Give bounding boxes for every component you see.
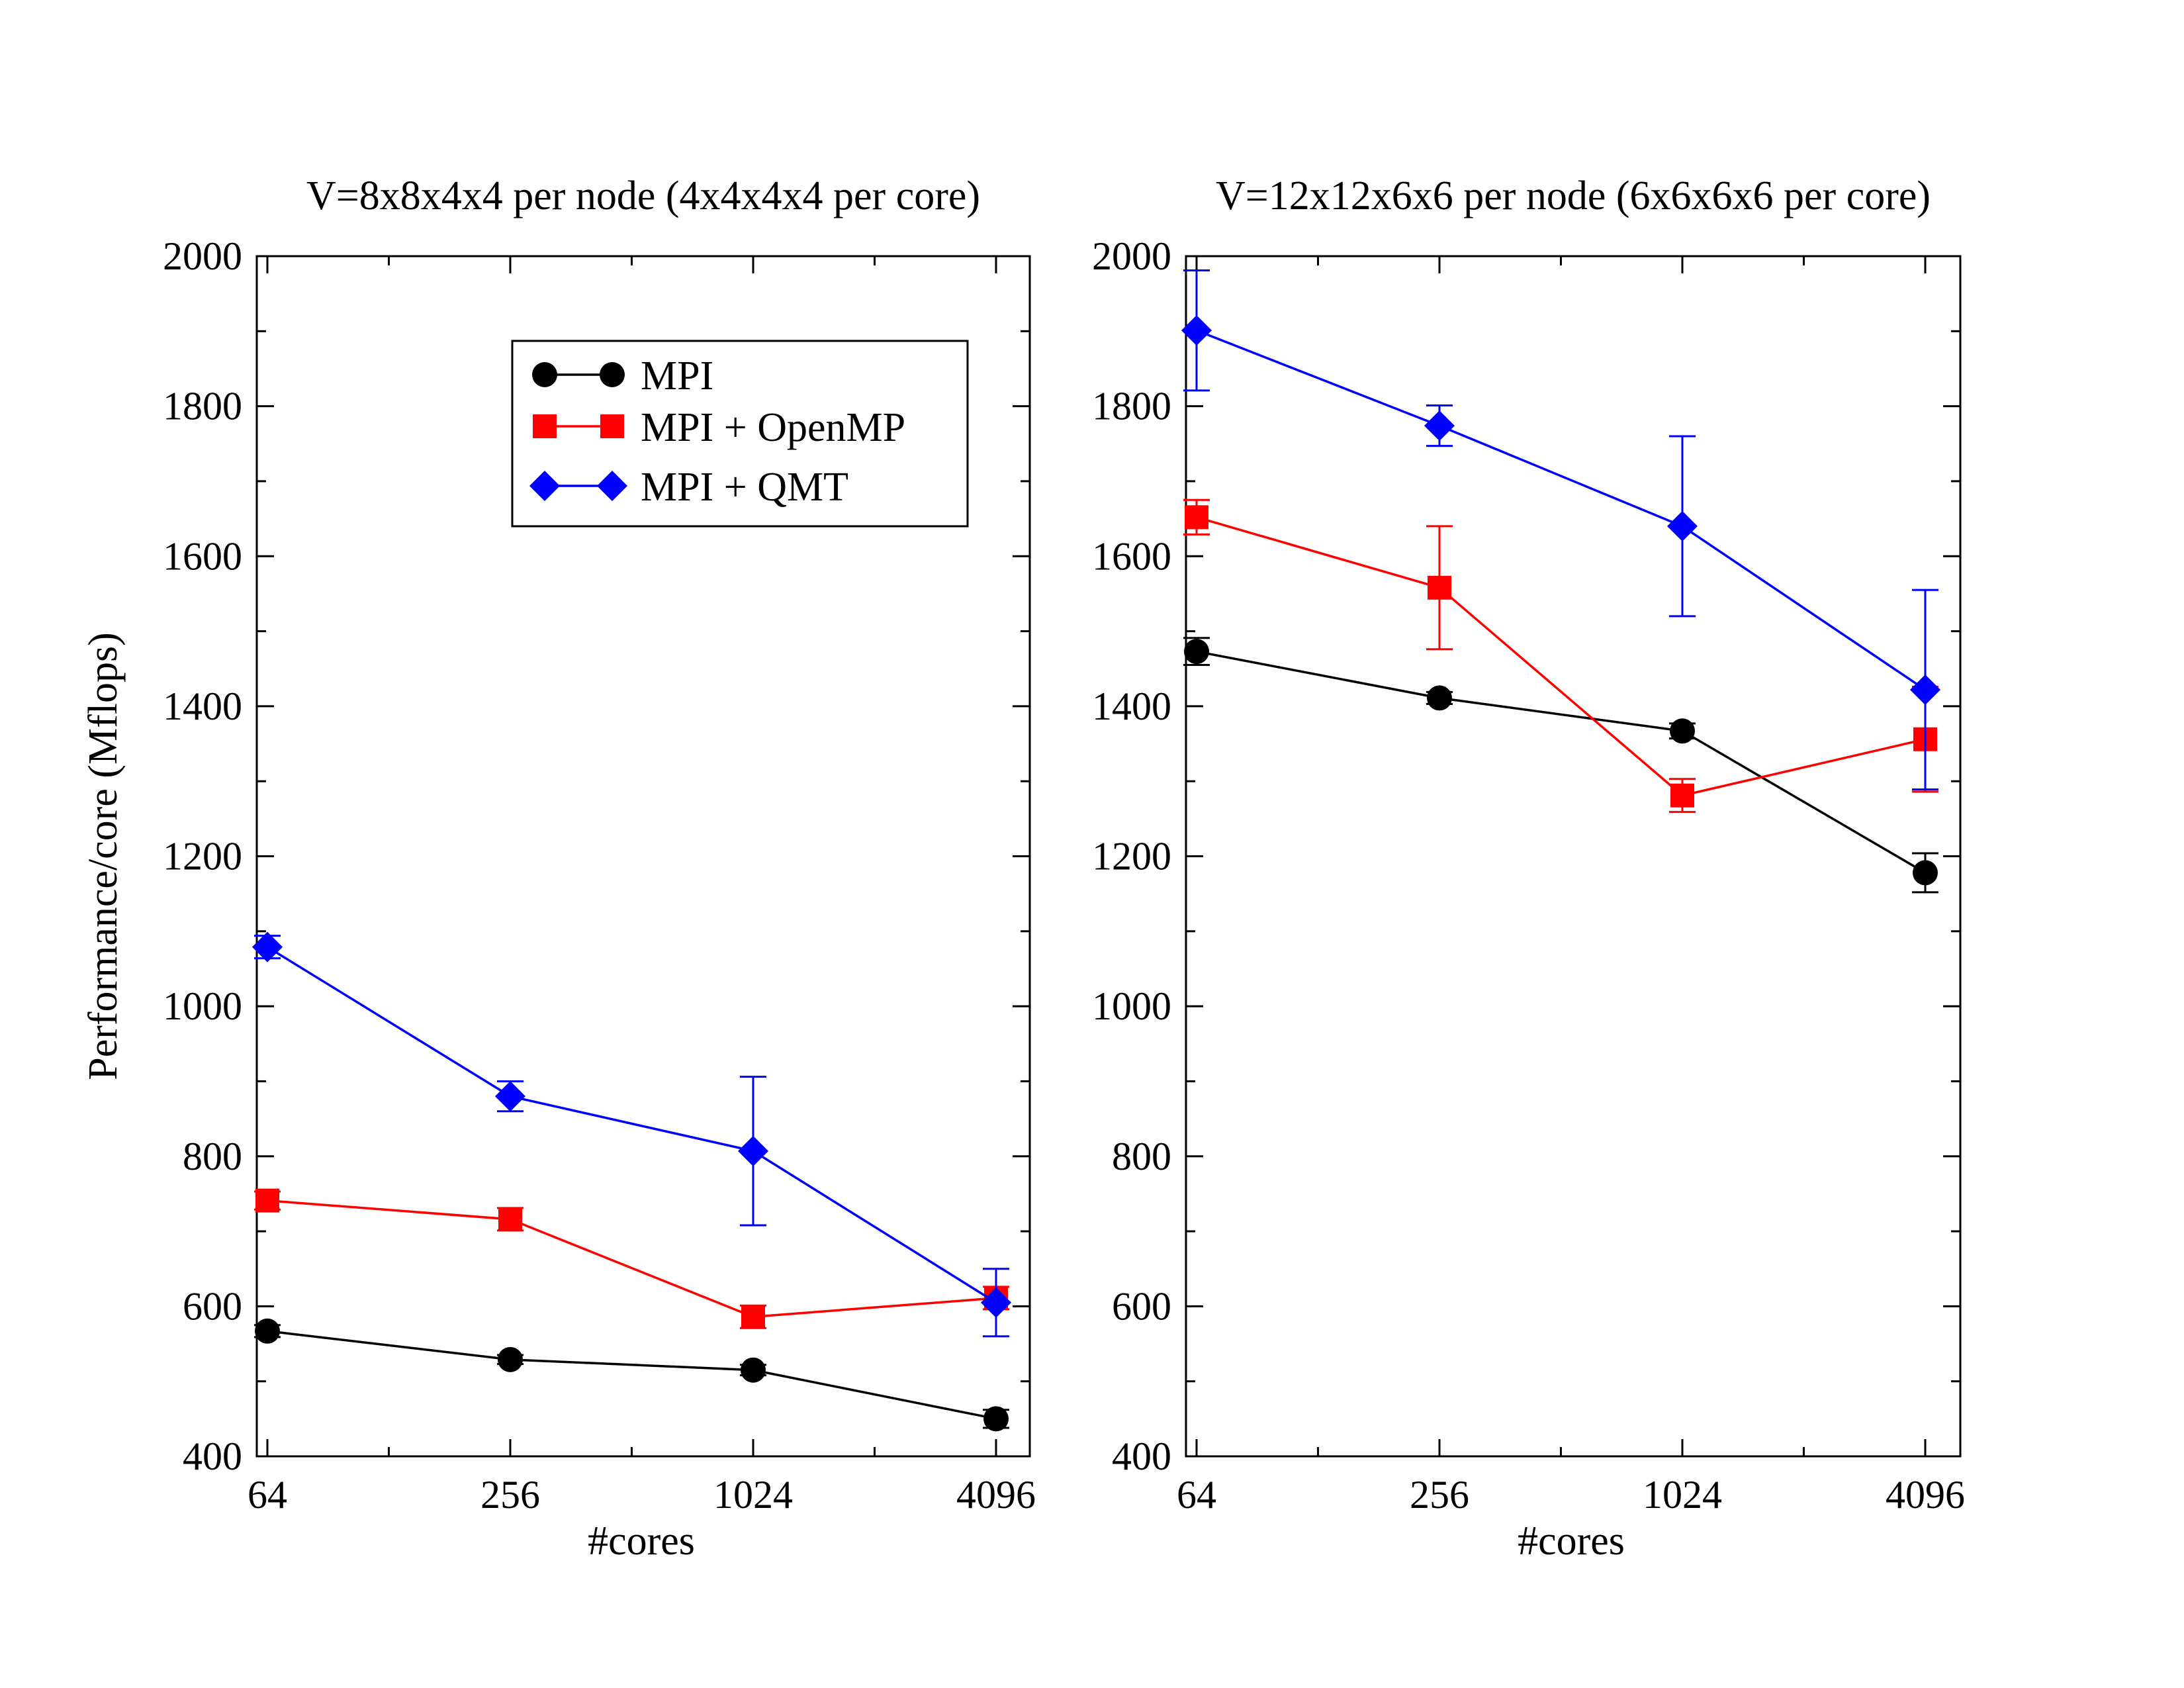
data-point: [983, 1406, 1009, 1432]
series-mpi: [1183, 637, 1938, 894]
chart-title: V=8x8x4x4 per node (4x4x4x4 per core): [306, 173, 980, 218]
y-tick-label: 1400: [163, 684, 242, 728]
y-tick-label: 1600: [1092, 534, 1171, 578]
y-tick-label: 1400: [1092, 684, 1171, 728]
series-mpi-qmt: [1181, 269, 1940, 791]
legend-item: MPI + QMT: [529, 465, 848, 510]
series-mpi-openmp: [1183, 498, 1938, 814]
legend-marker: [532, 362, 557, 387]
right-panel: V=12x12x6x6 per node (6x6x6x6 per core) 4…: [1092, 173, 1965, 1564]
data-point: [498, 1207, 522, 1231]
x-axis-label: #cores: [1518, 1519, 1625, 1564]
data-point: [495, 1081, 525, 1112]
data-point: [741, 1305, 765, 1329]
y-tick-label: 600: [1112, 1284, 1171, 1328]
data-point: [981, 1287, 1011, 1318]
data-point: [1913, 860, 1938, 886]
legend-marker: [600, 362, 625, 387]
x-tick-label: 64: [1177, 1473, 1216, 1517]
x-tick-label: 256: [1410, 1473, 1469, 1517]
data-point: [1427, 685, 1452, 711]
x-tick-label: 256: [480, 1473, 540, 1517]
data-point: [1910, 674, 1940, 705]
legend-label: MPI + QMT: [641, 465, 848, 510]
y-tick-label: 600: [183, 1284, 242, 1328]
y-tick-label: 1200: [1092, 835, 1171, 878]
legend-marker: [529, 471, 560, 501]
y-tick-label: 2000: [163, 234, 242, 278]
data-point: [1667, 510, 1698, 541]
y-tick-label: 800: [183, 1135, 242, 1178]
y-tick-label: 2000: [1092, 234, 1171, 278]
series-line: [1196, 516, 1926, 797]
y-tick-label: 1200: [163, 835, 242, 878]
y-axis-label: Performance/core (Mflops): [81, 632, 126, 1080]
series-line: [267, 1199, 997, 1319]
legend-label: MPI: [641, 353, 713, 399]
x-tick-label: 4096: [956, 1473, 1036, 1517]
y-tick-label: 1600: [163, 534, 242, 578]
x-axis-label: #cores: [588, 1519, 695, 1564]
y-tick-label: 1000: [1092, 984, 1171, 1028]
y-tick-label: 400: [1112, 1434, 1171, 1478]
data-point: [1424, 410, 1455, 442]
x-tick-label: 64: [248, 1473, 287, 1517]
chart-title: V=12x12x6x6 per node (6x6x6x6 per core): [1216, 173, 1931, 218]
legend-label: MPI + OpenMP: [641, 405, 905, 450]
data-point: [255, 1188, 279, 1213]
series-line: [267, 1330, 997, 1421]
data-point: [1181, 315, 1212, 346]
y-tick-label: 1000: [163, 984, 242, 1028]
data-point: [1670, 718, 1695, 744]
y-tick-label: 800: [1112, 1135, 1171, 1178]
plot-frame: [1185, 255, 1962, 1458]
data-point: [498, 1346, 523, 1372]
data-point: [738, 1135, 768, 1166]
series-line: [1196, 650, 1926, 874]
series-line: [1196, 329, 1926, 691]
data-point: [255, 1318, 280, 1344]
y-tick-label: 400: [183, 1434, 242, 1478]
legend-marker: [600, 414, 624, 438]
data-point: [1670, 783, 1694, 808]
legend-box: [511, 340, 969, 528]
series-mpi-qmt: [252, 931, 1011, 1338]
x-tick-label: 1024: [713, 1473, 793, 1517]
legend: MPI MPI + OpenMP MPI + QMT: [511, 340, 969, 528]
data-point: [252, 931, 283, 962]
series-line: [267, 946, 997, 1304]
legend-item: MPI + OpenMP: [533, 405, 905, 450]
series-mpi: [254, 1318, 1009, 1432]
series-mpi-openmp: [254, 1188, 1009, 1329]
y-tick-label: 1800: [163, 385, 242, 428]
legend-marker: [533, 414, 557, 438]
legend-item: MPI: [532, 353, 713, 399]
data-point: [741, 1357, 766, 1383]
x-tick-label: 1024: [1643, 1473, 1722, 1517]
data-point: [1428, 575, 1451, 600]
legend-marker: [597, 471, 627, 501]
data-point: [1184, 639, 1209, 665]
y-tick-label: 1800: [1092, 385, 1171, 428]
left-panel: V=8x8x4x4 per node (4x4x4x4 per core) 400…: [81, 173, 1036, 1564]
x-tick-label: 4096: [1886, 1473, 1965, 1517]
data-point: [1185, 505, 1208, 530]
